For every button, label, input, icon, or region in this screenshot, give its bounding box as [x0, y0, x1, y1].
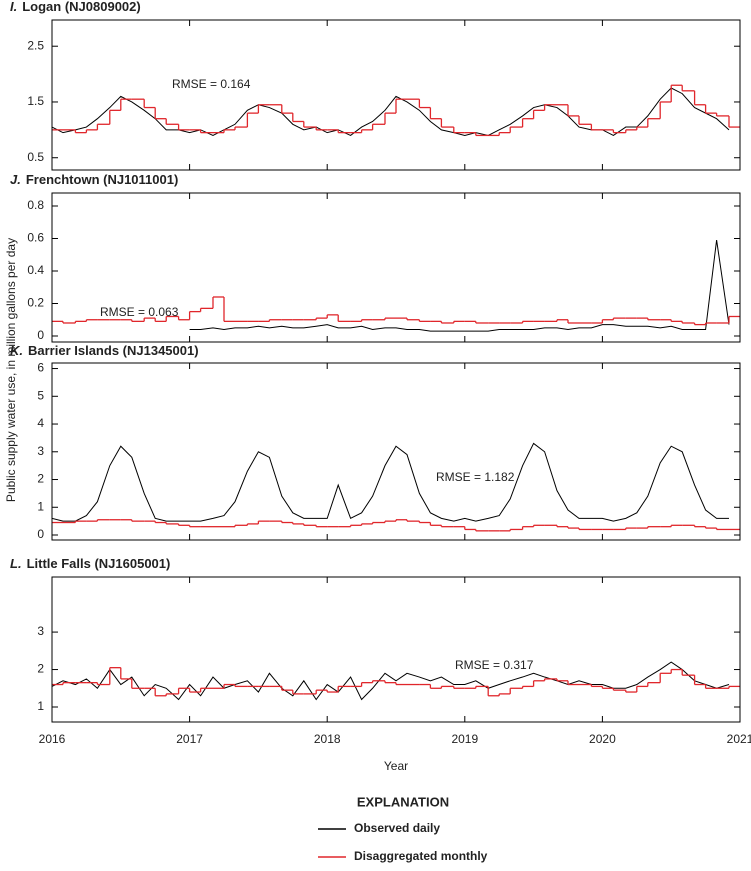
observed-line [52, 661, 730, 701]
panel-title: L. Little Falls (NJ1605001) [10, 556, 170, 571]
y-tick-label: 2.5 [27, 38, 44, 52]
panel-title: J. Frenchtown (NJ1011001) [10, 172, 178, 187]
x-tick-label: 2018 [314, 732, 341, 746]
panel-title: I. Logan (NJ0809002) [10, 0, 141, 14]
legend-label: Observed daily [354, 821, 440, 835]
rmse-annotation: RMSE = 1.182 [436, 470, 515, 484]
y-tick-label: 0 [37, 527, 44, 541]
y-tick-label: 4 [37, 416, 44, 430]
panel-letter: J. [10, 172, 21, 187]
plot-area [52, 84, 740, 137]
rmse-annotation: RMSE = 0.164 [172, 77, 251, 91]
y-tick-label: 0.2 [27, 296, 44, 310]
y-tick-label: 0.6 [27, 231, 44, 245]
rmse-annotation: RMSE = 0.317 [455, 658, 534, 672]
legend-title: EXPLANATION [357, 794, 449, 809]
plot-frame [51, 192, 741, 343]
observed-line [189, 240, 730, 332]
plot-frame [51, 362, 741, 541]
panel-name: Logan (NJ0809002) [22, 0, 141, 14]
y-tick-label: 0 [37, 328, 44, 342]
y-tick-label: 0.4 [27, 263, 44, 277]
panel-name: Frenchtown (NJ1011001) [26, 172, 178, 187]
x-tick-label: 2017 [176, 732, 203, 746]
panel-name: Little Falls (NJ1605001) [27, 556, 171, 571]
panel-name: Barrier Islands (NJ1345001) [28, 343, 199, 358]
y-tick-label: 0.5 [27, 150, 44, 164]
plot-area [52, 661, 740, 701]
y-tick-label: 5 [37, 388, 44, 402]
x-tick-label: 2021 [727, 732, 751, 746]
panel-letter: I. [10, 0, 17, 14]
y-tick-label: 1.5 [27, 94, 44, 108]
rmse-annotation: RMSE = 0.063 [100, 305, 179, 319]
y-tick-label: 3 [37, 444, 44, 458]
plot-area [52, 442, 740, 532]
plot-frame [51, 576, 741, 723]
y-tick-label: 0.8 [27, 198, 44, 212]
panel-title: K. Barrier Islands (NJ1345001) [10, 343, 199, 358]
x-tick-label: 2020 [589, 732, 616, 746]
y-tick-label: 2 [37, 472, 44, 486]
observed-line [52, 87, 730, 137]
legend-label: Disaggregated monthly [354, 849, 488, 863]
observed-line [52, 442, 729, 522]
plot-area [52, 240, 740, 332]
x-axis-label: Year [384, 759, 408, 773]
y-tick-label: 1 [37, 699, 44, 713]
y-tick-label: 3 [37, 624, 44, 638]
panel-letter: K. [10, 343, 23, 358]
panel-letter: L. [10, 556, 22, 571]
y-tick-label: 6 [37, 361, 44, 375]
x-tick-label: 2019 [451, 732, 478, 746]
x-tick-label: 2016 [39, 732, 66, 746]
y-tick-label: 2 [37, 662, 44, 676]
y-axis-label: Public supply water use, in million gall… [4, 238, 18, 502]
y-tick-label: 1 [37, 499, 44, 513]
plot-frame [51, 19, 741, 171]
